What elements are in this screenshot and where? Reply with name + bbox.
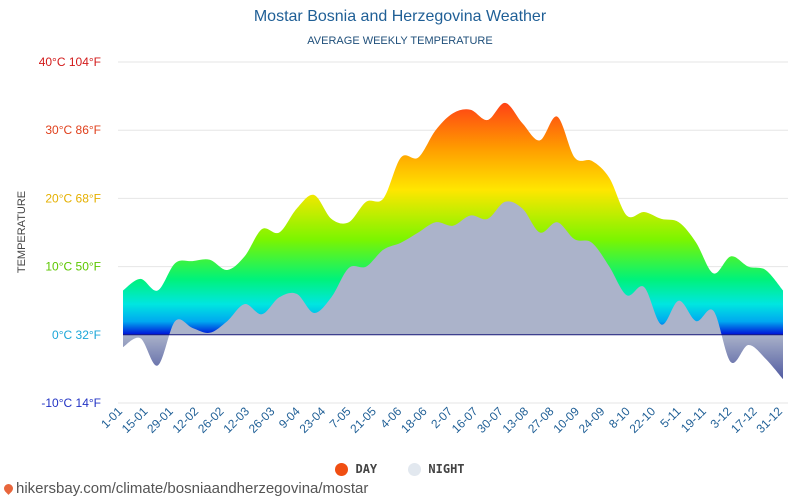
- x-tick-label: 10-09: [550, 404, 582, 436]
- location-pin-icon: [2, 482, 15, 495]
- x-tick-label: 27-08: [525, 404, 557, 436]
- x-tick-label: 26-03: [246, 404, 278, 436]
- x-tick-label: 18-06: [398, 404, 430, 436]
- y-axis-label: TEMPERATURE: [16, 191, 28, 273]
- x-tick-label: 13-08: [500, 404, 532, 436]
- x-tick-label: 19-11: [678, 404, 709, 435]
- y-tick-label: 40°C 104°F: [39, 55, 101, 69]
- y-tick-label: -10°C 14°F: [41, 396, 101, 410]
- legend-day-label: DAY: [355, 462, 378, 476]
- chart-title: Mostar Bosnia and Herzegovina Weather: [253, 8, 547, 25]
- chart-subtitle: AVERAGE WEEKLY TEMPERATURE: [307, 35, 493, 47]
- x-tick-label: 24-09: [576, 404, 608, 436]
- night-dot-icon: [408, 462, 422, 476]
- x-tick-label: 21-05: [347, 404, 379, 436]
- x-tick-label: 26-02: [195, 404, 227, 436]
- legend-item-night[interactable]: NIGHT: [408, 462, 465, 476]
- x-tick-label: 17-12: [728, 404, 760, 436]
- x-tick-label: 31-12: [754, 404, 786, 436]
- source-text: hikersbay.com/climate/bosniaandherzegovi…: [16, 480, 369, 497]
- y-tick-label: 10°C 50°F: [45, 260, 101, 274]
- x-tick-label: 23-04: [297, 404, 329, 436]
- y-tick-label: 20°C 68°F: [45, 191, 101, 205]
- source-link[interactable]: hikersbay.com/climate/bosniaandherzegovi…: [2, 480, 369, 497]
- day-temperature-area: [123, 102, 783, 335]
- x-tick-label: 12-02: [170, 404, 202, 436]
- x-tick-label: 12-03: [220, 404, 252, 436]
- y-tick-label: 0°C 32°F: [52, 328, 101, 342]
- legend-item-day[interactable]: DAY: [335, 462, 377, 476]
- day-dot-icon: [335, 462, 349, 476]
- x-tick-label: 29-01: [144, 404, 176, 436]
- legend-night-label: NIGHT: [428, 462, 465, 476]
- y-tick-label: 30°C 86°F: [45, 123, 101, 137]
- chart-legend: DAY NIGHT: [0, 462, 800, 479]
- x-tick-label: 16-07: [449, 404, 481, 436]
- x-tick-label: 30-07: [474, 404, 506, 436]
- x-tick-label: 15-01: [119, 404, 151, 436]
- x-tick-label: 22-10: [627, 404, 659, 436]
